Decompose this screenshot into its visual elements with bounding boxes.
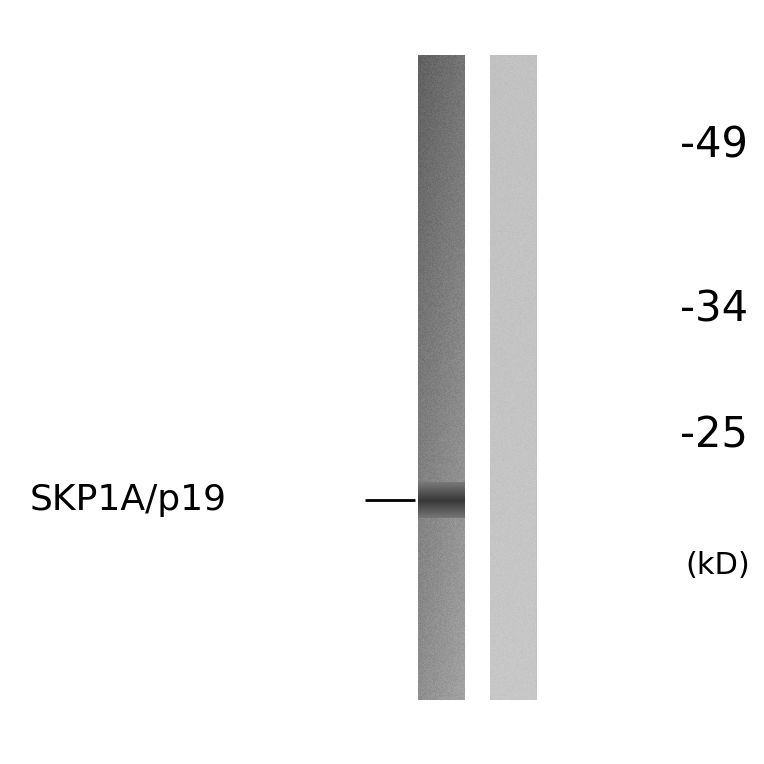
Text: SKP1A/p19: SKP1A/p19 [30, 483, 227, 517]
Text: -25: -25 [680, 414, 748, 456]
Text: -34: -34 [680, 289, 748, 331]
Text: -49: -49 [680, 124, 748, 166]
Text: (kD): (kD) [685, 551, 749, 580]
